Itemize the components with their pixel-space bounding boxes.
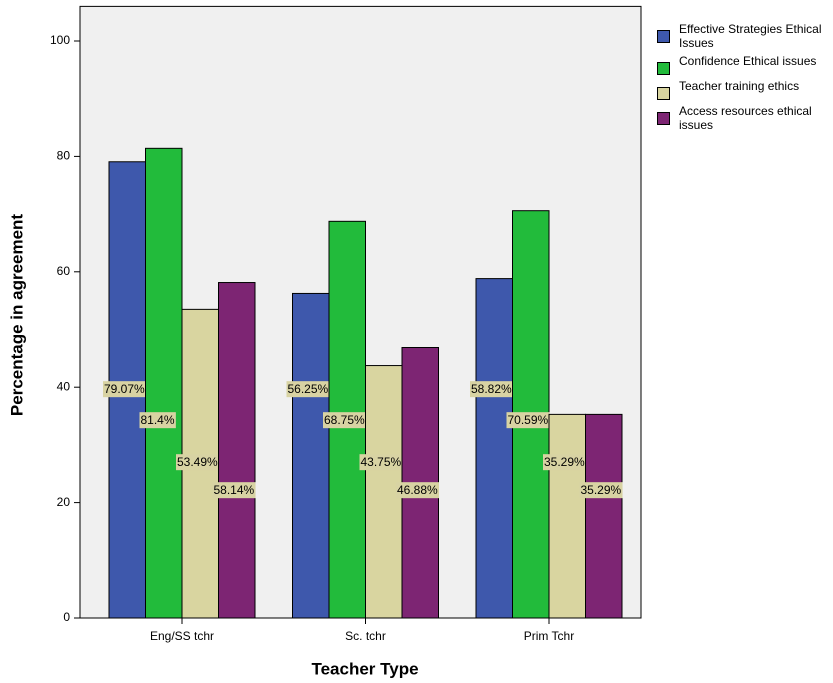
data-label: 81.4% [139, 412, 176, 429]
data-label-text: 56.25% [288, 382, 329, 396]
data-label-text: 58.14% [214, 483, 255, 497]
bar [365, 365, 403, 619]
y-tick-label: 20 [57, 495, 71, 509]
legend-swatch [657, 112, 670, 125]
legend-swatch [657, 30, 670, 43]
data-label: 43.75% [359, 454, 403, 471]
data-label-bg [506, 412, 550, 429]
data-label-text: 35.29% [544, 455, 585, 469]
legend-item: Access resources ethical issues [657, 104, 833, 132]
y-tick-label: 40 [57, 379, 71, 393]
data-label-bg [470, 381, 514, 398]
data-label-bg [139, 412, 176, 429]
legend-swatch [657, 62, 670, 75]
data-label-text: 81.4% [141, 413, 175, 427]
data-label-text: 53.49% [177, 455, 218, 469]
data-label: 68.75% [323, 412, 367, 429]
legend-label: Confidence Ethical issues [679, 54, 817, 68]
y-tick-label: 100 [50, 33, 70, 47]
bar [548, 413, 586, 619]
y-tick-label: 0 [63, 610, 70, 624]
data-label: 56.25% [286, 381, 330, 398]
data-label-bg [212, 482, 256, 499]
legend-label: Teacher training ethics [679, 79, 800, 93]
data-label: 53.49% [176, 454, 220, 471]
bar [585, 413, 623, 619]
data-label-text: 79.07% [104, 382, 145, 396]
data-label: 58.14% [212, 482, 256, 499]
x-tick-label: Eng/SS tchr [150, 629, 214, 643]
y-tick-label: 60 [57, 264, 71, 278]
data-label-bg [176, 454, 220, 471]
data-label-bg [579, 482, 623, 499]
data-label-bg [286, 381, 330, 398]
legend-item: Teacher training ethics [657, 79, 833, 100]
data-label-text: 70.59% [508, 413, 549, 427]
data-label-text: 58.82% [471, 382, 512, 396]
bar [475, 278, 513, 619]
bar [145, 147, 183, 619]
data-label: 70.59% [506, 412, 550, 429]
y-tick-label: 80 [57, 149, 71, 163]
data-label: 46.88% [396, 482, 440, 499]
data-label-text: 46.88% [397, 483, 438, 497]
data-label-bg [323, 412, 367, 429]
data-label: 58.82% [470, 381, 514, 398]
x-axis-title: Teacher Type [311, 659, 418, 678]
data-label: 79.07% [103, 381, 147, 398]
data-label-bg [359, 454, 403, 471]
legend-swatch [657, 87, 670, 100]
data-label-bg [396, 482, 440, 499]
legend-label: Access resources ethical issues [679, 104, 812, 132]
data-label: 35.29% [543, 454, 587, 471]
x-tick-label: Sc. tchr [345, 629, 386, 643]
data-label-bg [103, 381, 147, 398]
bar [292, 292, 330, 619]
x-tick-label: Prim Tchr [524, 629, 574, 643]
data-label-text: 35.29% [581, 483, 622, 497]
legend-label: Effective Strategies Ethical Issues [679, 22, 822, 50]
legend-item: Confidence Ethical issues [657, 54, 833, 75]
bar [218, 282, 256, 619]
data-label-bg [543, 454, 587, 471]
data-label: 35.29% [579, 482, 623, 499]
data-label-text: 43.75% [361, 455, 402, 469]
data-label-text: 68.75% [324, 413, 365, 427]
legend-item: Effective Strategies Ethical Issues [657, 22, 833, 50]
legend: Effective Strategies Ethical Issues Confi… [657, 22, 833, 136]
y-axis-title: Percentage in agreement [7, 214, 26, 417]
